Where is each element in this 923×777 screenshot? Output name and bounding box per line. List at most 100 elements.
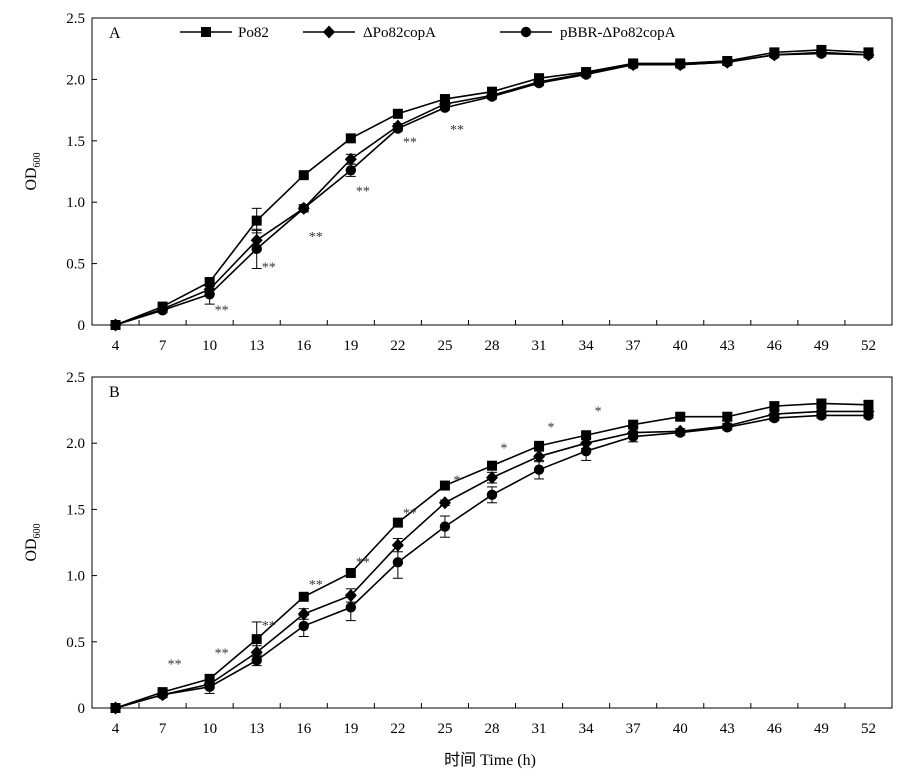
data-point [533,464,545,475]
significance-marker: ** [309,230,323,245]
data-point [251,243,262,255]
x-tick-label: 34 [579,721,595,737]
x-tick-label: 22 [390,338,405,354]
legend-item: Po82 [180,25,269,41]
data-point [769,412,780,424]
x-tick-label: 46 [767,721,783,737]
y-tick-label: 1.0 [66,195,85,211]
legend-item: pBBR-ΔPo82copA [500,25,676,41]
data-point [722,57,733,68]
data-point [863,49,874,61]
data-point [863,410,874,421]
data-point [627,59,639,70]
x-tick-label: 49 [814,338,829,354]
x-tick-label: 40 [673,338,688,354]
significance-marker: ** [168,657,182,672]
x-tick-label: 28 [485,721,500,737]
data-point [486,489,498,501]
data-point [345,602,357,613]
y-tick-label: 2.5 [66,11,85,27]
data-point [534,440,545,451]
data-point [580,445,592,457]
data-point [345,567,356,578]
significance-marker: ** [356,555,370,570]
data-point [298,620,309,632]
y-tick-label: 1.5 [66,502,85,518]
series-diamond [109,404,875,715]
x-tick-label: 19 [343,721,358,737]
series-line [115,414,869,709]
data-point [439,102,451,113]
significance-marker: ** [356,184,370,199]
x-axis-title: 时间 Time (h) [444,751,536,769]
data-point [675,59,686,70]
significance-marker: ** [403,506,417,521]
significance-marker: ** [450,123,464,138]
x-tick-label: 40 [673,721,688,737]
x-tick-label: 13 [249,338,264,354]
significance-marker: * [501,442,508,457]
y-tick-label: 2.5 [66,370,85,386]
x-tick-label: 22 [390,721,405,737]
data-point [392,557,404,568]
data-point [251,634,262,645]
data-point [157,689,168,700]
legend-marker [323,25,335,39]
data-point [438,496,451,510]
x-tick-label: 37 [626,338,642,354]
y-axis-title-subscript: 600 [32,152,43,167]
significance-marker: * [453,473,460,488]
data-point [533,449,546,463]
data-point [439,521,451,532]
x-tick-label: 34 [579,338,595,354]
x-tick-label: 7 [159,338,167,354]
legend: Po82 ΔPo82copA pBBR-ΔPo82copA [180,25,676,41]
legend-marker [201,27,211,37]
x-tick-label: 19 [343,338,358,354]
x-tick-label: 49 [814,721,829,737]
x-tick-label: 31 [532,721,547,737]
x-tick-label: 37 [626,721,642,737]
data-point [251,655,262,666]
x-tick-label: 28 [485,338,500,354]
significance-marker: ** [262,619,276,634]
data-point [110,702,121,714]
panel-b: 0 0.5 1.0 1.5 2.0 2.5 4 7 10 13 16 19 22 25 28 31 34 37 40… [23,370,893,737]
data-point [722,411,733,422]
data-point [486,471,498,485]
data-point [110,319,121,331]
data-point [345,133,356,144]
data-point [392,108,403,119]
data-point [863,399,874,410]
y-axis-title: OD600 [23,523,43,561]
y-tick-label: 1.5 [66,134,85,150]
x-tick-label: 10 [202,338,217,354]
x-tick-label: 43 [720,721,735,737]
x-tick-label: 4 [112,338,120,354]
data-point [627,431,639,442]
series-square [110,398,874,713]
y-axis-title-prefix: OD [23,538,40,561]
data-point [392,517,403,528]
data-point [816,410,827,421]
x-tick-label: 25 [437,721,452,737]
data-point [204,681,215,693]
panel-label: A [109,25,121,42]
significance-marker: ** [215,647,229,662]
data-point [345,165,357,176]
y-tick-label: 1.0 [66,569,85,585]
x-tick-label: 4 [112,721,120,737]
panel-label: B [109,384,120,401]
x-tick-label: 52 [861,338,876,354]
significance-marker: ** [309,578,323,593]
x-tick-label: 16 [296,721,312,737]
data-point [816,398,827,409]
x-tick-label: 43 [720,338,735,354]
significance-marker: ** [215,304,229,319]
significance-marker: * [595,404,602,419]
data-point [816,48,827,59]
x-tick-label: 52 [861,721,876,737]
legend-label: pBBR-ΔPo82copA [560,25,676,41]
data-point [204,289,215,300]
data-point [250,645,263,659]
